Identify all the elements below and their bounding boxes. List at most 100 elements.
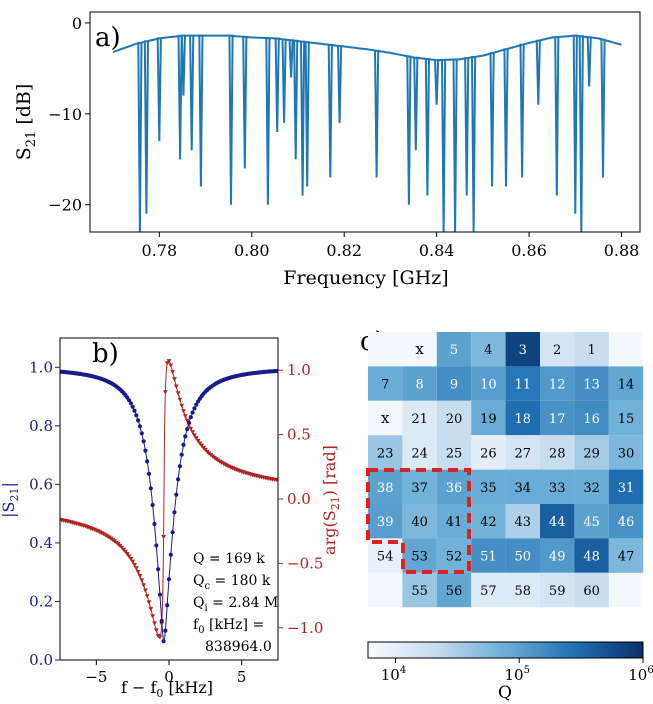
resonance-dip-24 — [441, 58, 447, 232]
cell-label: 25 — [446, 446, 463, 461]
phase-marker — [146, 600, 152, 605]
phase-marker — [144, 594, 150, 599]
magnitude-marker — [174, 492, 179, 497]
colorbar-ticks: 104 105 106 — [381, 658, 653, 684]
phase-marker — [133, 566, 139, 571]
magnitude-marker — [150, 502, 155, 508]
resonance-dip-14 — [293, 39, 299, 160]
magnitude-marker — [137, 424, 142, 429]
phase-marker — [192, 433, 197, 438]
resonance-dip-15 — [300, 40, 306, 196]
cell-label: 41 — [446, 515, 463, 530]
panel-b-right-y-ticks: 1.0 0.5 0.0 −0.5 −1.0 — [278, 361, 323, 637]
annotation-f0-value: 838964.0 — [205, 639, 272, 655]
phase-marker — [197, 441, 203, 446]
cell-label: 10 — [480, 378, 497, 393]
phase-marker — [124, 552, 130, 557]
cell-56 — [436, 572, 472, 608]
cell-57 — [471, 572, 506, 608]
phase-marker — [130, 559, 136, 564]
resonance-dip-32 — [554, 36, 560, 196]
cell-31 — [608, 469, 644, 504]
magnitude-marker — [130, 404, 135, 409]
magnitude-marker — [186, 420, 192, 425]
resonance-dip-27 — [471, 56, 477, 232]
resonance-dip-1 — [137, 41, 143, 232]
phase-marker — [184, 418, 190, 423]
cell-40 — [402, 504, 437, 539]
annotation-qc: Qc = 180 k — [193, 573, 271, 592]
right-y-tick-label: −1.0 — [287, 619, 323, 637]
cell-45 — [574, 504, 609, 539]
cell-8 — [402, 366, 437, 401]
phase-marker — [128, 557, 134, 562]
y-tick-label: −20 — [48, 196, 82, 215]
colorbar-tick-label: 106 — [628, 665, 653, 684]
magnitude-marker — [157, 592, 162, 597]
cell-label: 27 — [515, 446, 532, 461]
phase-marker — [137, 574, 143, 579]
cell-46 — [608, 504, 644, 539]
magnitude-marker — [146, 471, 152, 476]
phase-marker — [153, 628, 159, 633]
cell-label: 40 — [411, 515, 428, 530]
cell-19 — [471, 400, 506, 436]
panel-a-frame — [89, 11, 641, 233]
phase-marker — [195, 439, 201, 444]
phase-marker — [152, 621, 157, 626]
cell-33 — [540, 469, 575, 504]
phase-marker — [193, 436, 199, 441]
resonance-dip-5 — [180, 34, 186, 96]
magnitude-marker — [141, 439, 146, 444]
cell-label: 38 — [377, 481, 394, 496]
cell-label: 47 — [618, 550, 635, 565]
cell-58 — [505, 572, 540, 608]
cell-4 — [471, 332, 506, 367]
panel-b-resonance: −5 0 5 0.0 0.2 0.4 0.6 0.8 1.0 1.0 0.5 0.0 −0.5 −1.… — [0, 337, 342, 700]
resonance-dip-30 — [519, 43, 525, 178]
cell-label: 59 — [549, 584, 566, 599]
resonance-dip-12 — [281, 38, 287, 123]
magnitude-marker — [179, 452, 184, 457]
resonance-dip-23 — [434, 59, 440, 105]
resonance-dip-21 — [413, 56, 419, 151]
resonance-dip-20 — [406, 55, 412, 205]
cell-label: 7 — [381, 378, 389, 393]
x-tick-label: 0.88 — [604, 241, 640, 260]
magnitude-marker — [163, 628, 168, 633]
cell-label: 2 — [553, 343, 561, 358]
panel-a-x-ticks: 0.78 0.80 0.82 0.84 0.86 0.88 — [142, 232, 640, 260]
cell-48 — [574, 538, 609, 573]
magnitude-marker — [152, 521, 157, 527]
resonance-dip-34 — [578, 35, 584, 232]
grid-background — [368, 332, 403, 367]
magnitude-marker — [161, 639, 166, 644]
phase-marker — [159, 622, 165, 627]
highlighted-region — [366, 468, 471, 574]
cell-28 — [540, 435, 575, 470]
colorbar-label: Q — [498, 683, 512, 703]
cell-label: 30 — [618, 446, 635, 461]
cell-41 — [436, 504, 472, 539]
resonance-dip-18 — [337, 44, 343, 123]
right-y-tick-label: 0.5 — [287, 426, 311, 444]
cell-label: 35 — [480, 481, 497, 496]
phase-marker — [132, 562, 137, 568]
cell-label: 16 — [583, 412, 600, 427]
grid-background — [608, 332, 644, 367]
cell-label: 37 — [411, 481, 428, 496]
cell-label: 46 — [618, 515, 635, 530]
cell-1 — [574, 332, 609, 367]
left-y-tick-label: 0.4 — [29, 534, 53, 552]
resonance-dip-22 — [424, 58, 430, 196]
phase-marker — [179, 403, 185, 408]
resonance-dip-17 — [327, 43, 333, 178]
cell-20 — [436, 400, 472, 436]
panel-b-frame — [59, 337, 279, 661]
cell-39 — [368, 504, 403, 539]
cell-label: 58 — [515, 584, 532, 599]
cell-14 — [608, 366, 644, 401]
cell-23 — [368, 435, 403, 470]
resonance-dip-29 — [503, 48, 509, 187]
panel-c-q-map: c) x543217891011121314x21201918171615232… — [360, 327, 653, 703]
